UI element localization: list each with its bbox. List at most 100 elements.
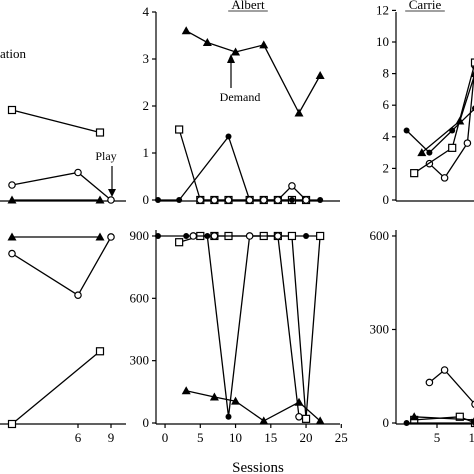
point-left-top-2-0 bbox=[7, 195, 17, 204]
y-tick-label-carrie-top-4: 8 bbox=[383, 66, 390, 81]
point-albert-top-0-4 bbox=[294, 108, 304, 117]
point-albert-top-2-0 bbox=[155, 197, 161, 203]
y-tick-label-albert-top-3: 3 bbox=[143, 51, 150, 66]
y-tick-label-albert-bottom-0: 0 bbox=[143, 415, 150, 430]
point-carrie-bottom-0-1 bbox=[440, 366, 449, 374]
annotation-ation: ation bbox=[0, 46, 26, 61]
point-albert-top-1-0 bbox=[175, 125, 184, 134]
y-tick-label-albert-top-2: 2 bbox=[143, 98, 150, 113]
x-tick-label-left-bottom-0: 6 bbox=[75, 430, 82, 445]
x-tick-label-carrie-bottom-0: 5 bbox=[434, 430, 441, 445]
y-tick-label-albert-top-4: 4 bbox=[143, 4, 150, 19]
point-albert-bottom-0-0 bbox=[155, 232, 161, 239]
y-tick-label-carrie-top-0: 0 bbox=[383, 192, 390, 207]
series-line-albert-top-1 bbox=[178, 129, 306, 201]
y-tick-label-albert-bottom-1: 300 bbox=[130, 353, 150, 368]
title-carrie-top: Carrie bbox=[409, 0, 442, 12]
x-tick-label-albert-bottom-3: 15 bbox=[264, 430, 277, 445]
point-carrie-top-3-2 bbox=[470, 58, 474, 67]
y-tick-label-carrie-top-6: 12 bbox=[376, 2, 389, 17]
point-carrie-bottom-2-0 bbox=[409, 412, 419, 421]
point-carrie-top-2-2 bbox=[463, 139, 472, 147]
x-tick-label-carrie-bottom-1: 10 bbox=[469, 430, 474, 445]
x-tick-label-albert-bottom-4: 20 bbox=[300, 430, 313, 445]
y-tick-label-carrie-top-3: 6 bbox=[383, 97, 390, 112]
point-albert-top-3-5 bbox=[274, 196, 282, 204]
point-albert-top-0-3 bbox=[259, 40, 269, 49]
point-albert-top-2-1 bbox=[176, 197, 183, 203]
series-line-left-top-1 bbox=[11, 171, 112, 201]
x-axis-label: Sessions bbox=[232, 460, 284, 474]
point-left-bottom-1-2 bbox=[107, 233, 115, 241]
point-albert-top-3-2 bbox=[224, 196, 233, 204]
point-left-top-0-1 bbox=[95, 128, 105, 137]
point-albert-bottom-0-1 bbox=[183, 232, 190, 239]
point-albert-bottom-2-1 bbox=[210, 232, 219, 240]
point-carrie-bottom-1-1 bbox=[455, 412, 464, 421]
series-line-carrie-bottom-0 bbox=[428, 369, 474, 405]
y-tick-label-albert-top-1: 1 bbox=[143, 145, 150, 160]
point-albert-top-2-8 bbox=[317, 197, 324, 203]
series-line-left-bottom-2 bbox=[11, 350, 101, 425]
y-tick-label-carrie-bottom-2: 600 bbox=[370, 228, 390, 243]
point-albert-top-0-0 bbox=[181, 26, 191, 35]
point-left-top-0-0 bbox=[7, 105, 17, 115]
x-tick-label-left-bottom-1: 9 bbox=[108, 430, 115, 445]
series-line-albert-top-0 bbox=[185, 30, 321, 115]
title-albert-top: Albert bbox=[231, 0, 265, 12]
point-albert-bottom-3-3 bbox=[259, 416, 269, 425]
series-line-carrie-top-0 bbox=[406, 108, 474, 154]
point-left-bottom-0-1 bbox=[95, 232, 105, 241]
point-carrie-top-1-0 bbox=[417, 148, 427, 157]
y-tick-label-carrie-top-5: 10 bbox=[376, 34, 389, 49]
x-tick-label-albert-bottom-2: 10 bbox=[229, 430, 242, 445]
point-albert-bottom-2-4 bbox=[295, 412, 303, 421]
annotation-play-arrow-head bbox=[108, 189, 116, 197]
y-tick-label-carrie-bottom-0: 0 bbox=[383, 415, 390, 430]
point-carrie-top-3-0 bbox=[410, 169, 419, 178]
y-tick-label-albert-bottom-3: 900 bbox=[130, 228, 150, 243]
point-albert-top-0-1 bbox=[202, 38, 212, 47]
point-albert-top-3-1 bbox=[210, 196, 219, 204]
series-line-carrie-top-2 bbox=[428, 69, 474, 179]
point-albert-bottom-1-7 bbox=[301, 414, 311, 423]
point-albert-bottom-2-2 bbox=[245, 232, 254, 240]
point-albert-bottom-1-8 bbox=[316, 231, 325, 241]
point-left-bottom-2-0 bbox=[7, 419, 17, 429]
point-left-bottom-0-0 bbox=[7, 232, 17, 241]
point-carrie-top-1-2 bbox=[470, 70, 474, 78]
point-albert-top-0-2 bbox=[231, 47, 241, 56]
point-left-top-1-0 bbox=[8, 181, 16, 189]
y-tick-label-carrie-top-2: 4 bbox=[383, 129, 390, 144]
point-albert-bottom-1-0 bbox=[175, 238, 184, 247]
point-carrie-top-2-1 bbox=[440, 174, 449, 182]
point-left-top-2-1 bbox=[95, 195, 105, 204]
point-albert-top-3-0 bbox=[196, 196, 205, 204]
point-albert-bottom-2-0 bbox=[189, 232, 198, 240]
point-albert-top-3-4 bbox=[259, 196, 268, 204]
series-line-left-top-0 bbox=[11, 109, 101, 134]
annotation-demand-arrow-head bbox=[227, 54, 235, 63]
y-tick-label-carrie-top-1: 2 bbox=[383, 160, 390, 175]
x-tick-label-albert-bottom-1: 5 bbox=[197, 430, 204, 445]
point-albert-bottom-2-3 bbox=[274, 232, 282, 240]
point-albert-top-0-5 bbox=[315, 70, 325, 79]
point-left-top-1-2 bbox=[107, 196, 115, 204]
point-left-top-1-1 bbox=[74, 168, 82, 177]
point-carrie-top-0-0 bbox=[403, 127, 410, 134]
x-tick-label-albert-bottom-5: 25 bbox=[335, 430, 348, 445]
x-tick-label-albert-bottom-0: 0 bbox=[162, 430, 169, 445]
y-tick-label-carrie-bottom-1: 300 bbox=[370, 321, 390, 336]
point-left-bottom-2-1 bbox=[95, 347, 105, 356]
point-albert-bottom-3-5 bbox=[315, 416, 325, 425]
series-line-albert-bottom-1 bbox=[179, 235, 321, 419]
point-albert-top-2-6 bbox=[288, 197, 295, 203]
point-carrie-bottom-3-0 bbox=[403, 420, 410, 426]
annotation-demand: Demand bbox=[220, 90, 261, 104]
point-carrie-bottom-0-0 bbox=[425, 378, 434, 387]
point-albert-top-3-3 bbox=[245, 196, 254, 204]
point-left-bottom-1-0 bbox=[8, 249, 16, 258]
y-tick-label-albert-top-0: 0 bbox=[143, 192, 150, 207]
point-albert-top-2-2 bbox=[225, 133, 232, 140]
